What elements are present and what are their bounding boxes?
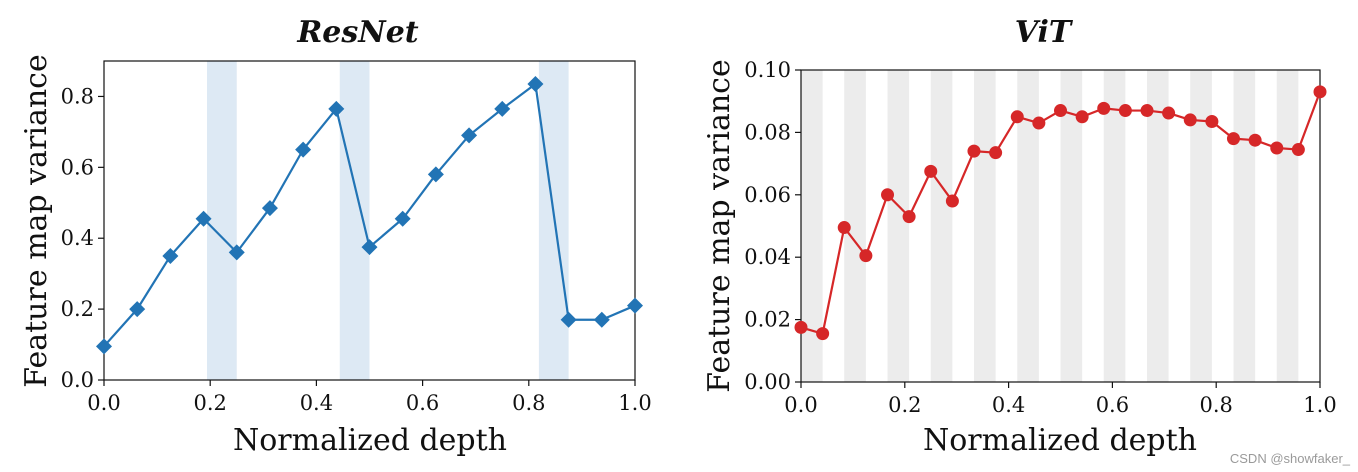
vit-band-9 — [1190, 70, 1212, 382]
vit-band-6 — [1060, 70, 1083, 382]
resnet-x-tick-label: 0.2 — [193, 391, 226, 415]
vit-chart-title: ViT — [1015, 15, 1074, 50]
vit-band-7 — [1103, 70, 1126, 382]
vit-y-tick-label: 0.04 — [744, 245, 791, 269]
vit-band-10 — [1233, 70, 1256, 382]
vit-x-tick-label: 0.4 — [992, 393, 1025, 417]
resnet-x-tick-label: 0.4 — [300, 391, 333, 415]
resnet-band-1 — [339, 61, 370, 380]
resnet-y-tick-label: 0.8 — [61, 84, 94, 108]
vit-band-4 — [973, 70, 996, 382]
vit-data-point — [816, 327, 830, 341]
vit-data-point — [1205, 114, 1219, 128]
vit-data-point — [1162, 106, 1176, 120]
resnet-y-tick-label: 0.2 — [61, 297, 94, 321]
vit-band-3 — [930, 70, 953, 382]
vit-data-point — [881, 188, 895, 202]
resnet-data-point — [261, 200, 278, 217]
resnet-chart: ResNet 0.0 0.2 0.4 0.6 0.8 1.0 0.0 0.2 0.4 0.6 0.8… — [19, 15, 652, 458]
resnet-y-tick-label: 0.4 — [61, 226, 94, 250]
vit-x-tick-label: 0.8 — [1199, 393, 1232, 417]
vit-y-axis-label: Feature map variance — [702, 59, 737, 392]
resnet-y-tick-label: 0.6 — [61, 155, 94, 179]
resnet-band-0 — [207, 61, 237, 380]
vit-data-point — [1010, 110, 1024, 124]
resnet-y-tick-label: 0.0 — [61, 368, 94, 392]
vit-x-tick-label: 0.2 — [888, 393, 921, 417]
vit-x-axis-label: Normalized depth — [923, 423, 1197, 458]
vit-data-point — [1226, 132, 1240, 146]
resnet-x-tick-label: 1.0 — [618, 391, 651, 415]
vit-data-point — [1248, 133, 1262, 147]
vit-data-point — [794, 320, 808, 334]
vit-data-point — [837, 221, 851, 235]
vit-y-tick-label: 0.08 — [744, 120, 791, 144]
vit-data-point — [1118, 104, 1132, 118]
vit-data-point — [1075, 110, 1089, 124]
vit-data-point — [1140, 104, 1154, 118]
vit-data-point — [1270, 141, 1284, 155]
vit-y-tick-label: 0.10 — [744, 58, 791, 82]
vit-x-tick-label: 1.0 — [1303, 393, 1336, 417]
resnet-stage-bands — [207, 61, 569, 380]
vit-data-point — [1313, 85, 1327, 99]
vit-data-point — [1183, 113, 1197, 127]
vit-x-tick-label: 0.0 — [784, 393, 817, 417]
vit-data-point — [1054, 104, 1067, 118]
resnet-data-point — [427, 166, 444, 183]
vit-band-11 — [1276, 70, 1299, 382]
resnet-y-axis-label: Feature map variance — [19, 54, 54, 387]
vit-y-tick-label: 0.06 — [744, 183, 791, 207]
resnet-data-point — [162, 247, 179, 264]
resnet-data-point — [361, 239, 378, 256]
vit-data-point — [902, 210, 916, 224]
resnet-data-point — [627, 297, 643, 314]
vit-data-point — [859, 249, 873, 263]
vit-data-point — [945, 194, 959, 208]
vit-data-point — [989, 146, 1003, 160]
resnet-x-tick-label: 0.8 — [512, 391, 545, 415]
resnet-axes: 0.0 0.2 0.4 0.6 0.8 1.0 0.0 0.2 0.4 0.6 0.8 — [61, 60, 652, 415]
vit-data-point — [1032, 116, 1046, 130]
vit-data-point — [967, 144, 981, 158]
resnet-data-point — [560, 311, 577, 328]
resnet-data-point — [461, 127, 478, 144]
resnet-x-tick-label: 0.0 — [87, 391, 120, 415]
vit-band-5 — [1017, 70, 1039, 382]
resnet-data-point — [394, 210, 411, 227]
vit-y-tick-label: 0.02 — [744, 308, 791, 332]
vit-series — [794, 85, 1327, 341]
vit-data-point — [1291, 143, 1305, 157]
resnet-data-point — [195, 210, 212, 227]
vit-block-bands — [801, 70, 1299, 382]
resnet-data-point — [593, 311, 610, 328]
resnet-series — [96, 76, 643, 355]
resnet-chart-title: ResNet — [296, 15, 418, 50]
vit-band-2 — [887, 70, 910, 382]
resnet-data-point — [228, 244, 245, 261]
resnet-data-point — [527, 76, 544, 93]
resnet-data-point — [129, 301, 146, 318]
resnet-data-point — [96, 338, 112, 355]
resnet-data-point — [328, 100, 345, 117]
resnet-data-point — [494, 100, 511, 117]
watermark: CSDN @showfaker_ — [1229, 451, 1350, 466]
vit-band-1 — [844, 70, 866, 382]
vit-chart: ViT 0.0 0.2 0.4 0.6 0.8 1.00.000.020.040.060.… — [702, 15, 1337, 458]
vit-band-8 — [1147, 70, 1169, 382]
vit-y-tick-label: 0.00 — [744, 370, 791, 394]
vit-data-point — [1097, 101, 1111, 115]
vit-band-0 — [801, 70, 823, 382]
resnet-x-tick-label: 0.6 — [406, 391, 439, 415]
vit-data-point — [924, 164, 938, 178]
vit-x-tick-label: 0.6 — [1096, 393, 1129, 417]
resnet-plot-frame — [103, 60, 636, 381]
vit-axes: 0.0 0.2 0.4 0.6 0.8 1.0 0.00 0.02 0.04 0.06 0.08 0.… — [744, 58, 1336, 417]
vit-plot-frame — [800, 69, 1321, 383]
resnet-data-point — [295, 141, 312, 158]
resnet-x-axis-label: Normalized depth — [233, 423, 507, 458]
